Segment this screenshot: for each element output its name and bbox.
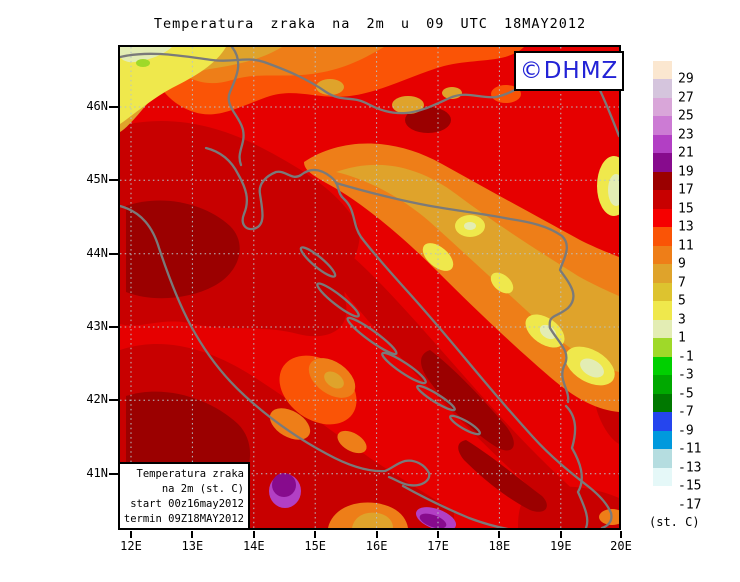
colorbar-swatch (653, 412, 672, 432)
colorbar-tick-label: 27 (678, 90, 694, 106)
colorbar-tick-label: -7 (678, 404, 694, 420)
colorbar-swatch (653, 375, 672, 395)
colorbar-tick-label: -17 (678, 497, 702, 513)
colorbar-swatch (653, 97, 672, 117)
lat-label: 43N (86, 319, 108, 333)
colorbar-swatch (653, 393, 672, 413)
lon-label: 19E (549, 539, 572, 553)
lon-label: 17E (427, 539, 449, 553)
lon-tick (498, 531, 501, 538)
colorbar-swatch (653, 449, 672, 469)
colorbar-tick-label: 3 (678, 312, 686, 328)
colorbar-tick-label: 11 (678, 238, 694, 254)
colorbar-swatch (653, 171, 672, 191)
lon-tick (437, 531, 439, 538)
lat-label: 45N (86, 172, 108, 187)
colorbar-tick-label: -5 (678, 386, 694, 402)
colorbar-swatch (653, 116, 672, 136)
colorbar-tick-label: 13 (678, 219, 694, 235)
lat-tick (109, 472, 118, 475)
temperature-field (120, 47, 619, 528)
colorbar-tick-label: 21 (678, 145, 694, 161)
colorbar-tick-label: 19 (678, 164, 694, 180)
lon-tick (620, 531, 622, 538)
colorbar-tick-label: -3 (678, 367, 694, 383)
lon-tick (559, 531, 562, 538)
lat-label: 41N (86, 465, 108, 480)
legend-line-1: Temperatura zraka (136, 468, 244, 480)
colorbar-tick-label: -13 (678, 460, 702, 476)
lon-tick (314, 531, 317, 538)
lat-tick (109, 179, 118, 182)
colorbar-unit-label: (st. C) (649, 515, 700, 529)
colorbar-swatch (653, 486, 672, 506)
colorbar-tick-label: 23 (678, 127, 694, 143)
lat-label: 44N (86, 245, 108, 260)
lat-tick (109, 326, 118, 328)
dhmz-logo: ©DHMZ (514, 51, 624, 91)
colorbar-swatch (653, 245, 672, 265)
colorbar-swatch (653, 227, 672, 247)
lat-tick (109, 399, 118, 402)
colorbar-swatch (653, 134, 672, 154)
colorbar-tick-label: 29 (678, 71, 694, 87)
colorbar-swatch (653, 301, 672, 321)
colorbar-tick-label: -1 (678, 349, 694, 365)
coastlines-and-borders (120, 47, 619, 528)
colorbar-tick-label: 1 (678, 330, 686, 346)
map-legend-box: Temperatura zraka na 2m (st. C) start 00… (118, 462, 250, 530)
dhmz-logo-text: ©DHMZ (519, 58, 619, 84)
lat-tick (109, 106, 118, 108)
lon-label: 15E (304, 539, 327, 553)
lon-tick (191, 531, 194, 538)
colorbar-swatch (653, 264, 672, 284)
lat-label: 42N (86, 392, 108, 407)
lon-tick (130, 531, 132, 538)
colorbar-tick-label: -15 (678, 478, 702, 494)
colorbar-tick-label: -9 (678, 423, 694, 439)
map-plot-area (118, 45, 621, 530)
lon-tick (375, 531, 378, 538)
colorbar-swatch (653, 60, 672, 80)
colorbar-tick-label: -11 (678, 441, 702, 457)
legend-line-2: na 2m (st. C) (161, 483, 244, 495)
colorbar-swatch (653, 282, 672, 302)
lat-tick (109, 252, 118, 255)
colorbar-tick-label: 5 (678, 293, 686, 309)
colorbar-swatch (653, 356, 672, 376)
legend-line-4: termin 09Z18MAY2012 (123, 513, 244, 525)
lon-label: 12E (120, 539, 142, 553)
colorbar-swatch (653, 430, 672, 450)
lon-label: 16E (365, 539, 388, 553)
colorbar-swatch (653, 338, 672, 358)
lon-tick (252, 531, 255, 538)
lon-label: 18E (488, 539, 511, 553)
colorbar-swatch (653, 153, 672, 173)
colorbar-swatch (653, 79, 672, 99)
colorbar-swatch (653, 467, 672, 487)
lon-label: 13E (181, 539, 204, 553)
colorbar-swatch (653, 208, 672, 228)
colorbar-swatch (653, 190, 672, 210)
colorbar-tick-label: 25 (678, 108, 694, 124)
temperature-map-svg (120, 47, 619, 528)
lon-label: 20E (610, 539, 632, 553)
colorbar-tick-label: 17 (678, 182, 694, 198)
lat-label: 46N (86, 99, 108, 113)
colorbar-swatch (653, 319, 672, 339)
legend-line-3: start 00z16may2012 (130, 498, 244, 510)
lon-label: 14E (242, 539, 265, 553)
colorbar-tick-label: 7 (678, 275, 686, 291)
colorbar-tick-label: 9 (678, 256, 686, 272)
colorbar-tick-label: 15 (678, 201, 694, 217)
map-title: Temperatura zraka na 2m u 09 UTC 18MAY20… (153, 16, 587, 32)
